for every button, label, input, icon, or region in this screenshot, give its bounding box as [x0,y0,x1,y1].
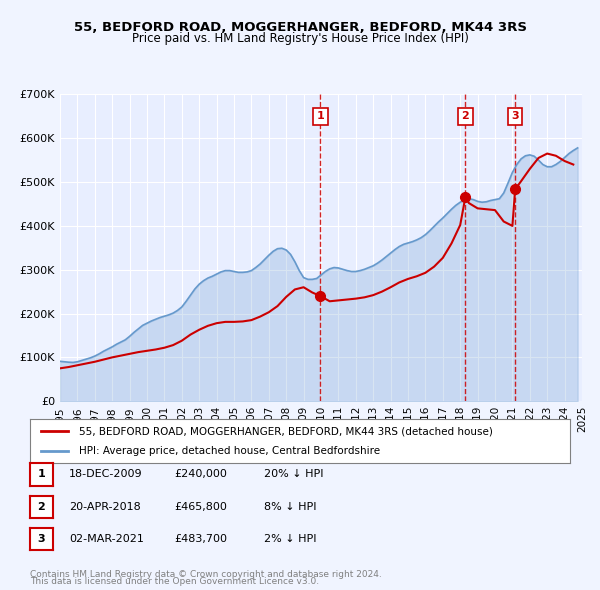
Text: 55, BEDFORD ROAD, MOGGERHANGER, BEDFORD, MK44 3RS: 55, BEDFORD ROAD, MOGGERHANGER, BEDFORD,… [74,21,527,34]
Text: 2: 2 [461,112,469,122]
Text: £465,800: £465,800 [174,502,227,512]
Text: 2: 2 [38,502,45,512]
Text: 3: 3 [511,112,519,122]
Text: Contains HM Land Registry data © Crown copyright and database right 2024.: Contains HM Land Registry data © Crown c… [30,571,382,579]
Text: £483,700: £483,700 [174,535,227,544]
Text: 2% ↓ HPI: 2% ↓ HPI [264,535,317,544]
Text: 20% ↓ HPI: 20% ↓ HPI [264,470,323,479]
Text: This data is licensed under the Open Government Licence v3.0.: This data is licensed under the Open Gov… [30,578,319,586]
Text: 1: 1 [38,470,45,479]
Text: 20-APR-2018: 20-APR-2018 [69,502,141,512]
Text: £240,000: £240,000 [174,470,227,479]
Text: HPI: Average price, detached house, Central Bedfordshire: HPI: Average price, detached house, Cent… [79,446,380,455]
Text: 3: 3 [38,535,45,544]
Text: 1: 1 [316,112,324,122]
Text: 55, BEDFORD ROAD, MOGGERHANGER, BEDFORD, MK44 3RS (detached house): 55, BEDFORD ROAD, MOGGERHANGER, BEDFORD,… [79,427,493,436]
Text: 02-MAR-2021: 02-MAR-2021 [69,535,144,544]
Text: 8% ↓ HPI: 8% ↓ HPI [264,502,317,512]
Text: Price paid vs. HM Land Registry's House Price Index (HPI): Price paid vs. HM Land Registry's House … [131,32,469,45]
Text: 18-DEC-2009: 18-DEC-2009 [69,470,143,479]
